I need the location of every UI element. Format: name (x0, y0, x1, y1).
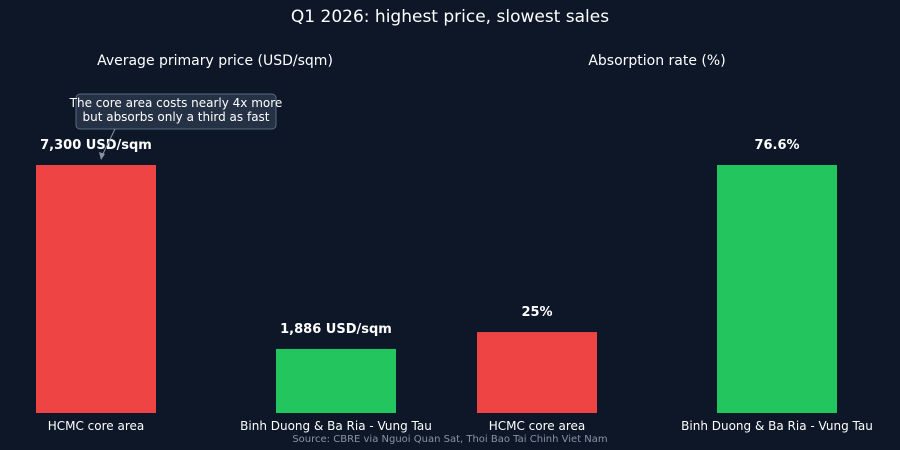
annotation-arrow-line (100, 128, 116, 159)
annotation-arrow-head (99, 152, 105, 160)
tick-label-price-1: Binh Duong & Ba Ria - Vung Tau (240, 419, 432, 433)
chart-title: Q1 2026: highest price, slowest sales (291, 7, 609, 27)
data-label-price-0: 7,300 USD/sqm (40, 138, 152, 153)
data-label-price-1: 1,886 USD/sqm (280, 322, 392, 337)
data-label-absorption-1: 76.6% (754, 138, 799, 153)
price-panel-title: Average primary price (USD/sqm) (97, 53, 333, 69)
data-label-absorption-0: 25% (521, 305, 552, 320)
annotation-line-2: but absorbs only a third as fast (82, 110, 269, 124)
bar-price-0 (36, 165, 156, 413)
tick-label-absorption-1: Binh Duong & Ba Ria - Vung Tau (681, 419, 873, 433)
bar-price-1 (276, 348, 396, 413)
annotation: The core area costs nearly 4x more but a… (69, 93, 283, 160)
price-panel: 7,300 USD/sqm HCMC core area 1,886 USD/sqm… (36, 138, 432, 433)
annotation-line-1: The core area costs nearly 4x more (69, 96, 283, 110)
tick-label-price-0: HCMC core area (48, 419, 145, 433)
bar-absorption-1 (717, 165, 837, 413)
bar-absorption-0 (477, 332, 597, 413)
annotation-box (75, 93, 277, 130)
absorption-panel: 25% HCMC core area 76.6% Binh Duong & Ba Ri… (477, 138, 873, 433)
tick-label-absorption-0: HCMC core area (489, 419, 586, 433)
source-note: Source: CBRE via Nguoi Quan Sat, Thoi Ba… (292, 434, 607, 445)
absorption-panel-title: Absorption rate (%) (588, 53, 725, 69)
